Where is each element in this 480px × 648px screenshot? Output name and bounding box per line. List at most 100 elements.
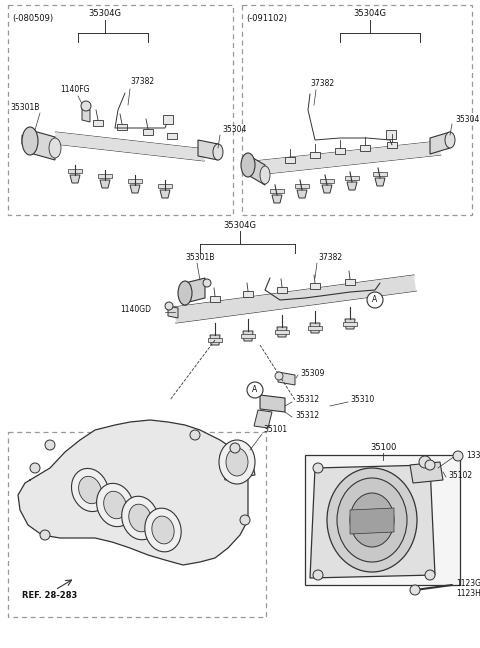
Polygon shape	[272, 195, 282, 203]
Polygon shape	[18, 420, 248, 565]
Circle shape	[247, 382, 263, 398]
Bar	[8, 432, 266, 617]
Polygon shape	[310, 283, 320, 289]
Polygon shape	[345, 176, 359, 180]
Circle shape	[453, 451, 463, 461]
Text: 37382: 37382	[310, 80, 334, 89]
Text: 35304G: 35304G	[353, 10, 386, 19]
Ellipse shape	[350, 493, 394, 547]
Text: 35304G: 35304G	[88, 10, 121, 19]
Ellipse shape	[213, 144, 223, 160]
Ellipse shape	[219, 440, 255, 484]
Polygon shape	[297, 190, 307, 198]
Text: A: A	[372, 295, 378, 305]
Circle shape	[190, 430, 200, 440]
Text: 35304: 35304	[455, 115, 480, 124]
Text: 35312: 35312	[295, 410, 319, 419]
Polygon shape	[360, 145, 370, 151]
Text: 1123GY: 1123GY	[456, 579, 480, 588]
Ellipse shape	[22, 127, 38, 155]
Polygon shape	[260, 395, 285, 412]
Circle shape	[425, 460, 435, 470]
Polygon shape	[54, 132, 205, 161]
Polygon shape	[143, 129, 153, 135]
Circle shape	[410, 585, 420, 595]
Polygon shape	[68, 169, 82, 173]
Polygon shape	[82, 108, 90, 122]
Text: 35301B: 35301B	[185, 253, 215, 262]
Polygon shape	[322, 185, 332, 193]
Circle shape	[313, 570, 323, 580]
Circle shape	[40, 530, 50, 540]
Ellipse shape	[241, 153, 255, 177]
Polygon shape	[185, 278, 205, 303]
Polygon shape	[163, 115, 173, 124]
Bar	[305, 455, 460, 585]
Polygon shape	[347, 182, 357, 190]
Polygon shape	[275, 330, 289, 334]
Text: 35301B: 35301B	[10, 104, 39, 113]
Polygon shape	[160, 190, 170, 198]
Ellipse shape	[104, 491, 126, 519]
Circle shape	[165, 302, 173, 310]
Circle shape	[30, 463, 40, 473]
Circle shape	[367, 292, 383, 308]
Polygon shape	[278, 372, 295, 385]
Polygon shape	[30, 130, 55, 160]
Polygon shape	[210, 296, 220, 302]
Ellipse shape	[178, 281, 192, 305]
Polygon shape	[277, 327, 287, 337]
Polygon shape	[98, 174, 112, 178]
Text: 35101: 35101	[263, 426, 287, 435]
Polygon shape	[373, 172, 387, 176]
Text: 1339GA: 1339GA	[466, 452, 480, 461]
Ellipse shape	[445, 132, 455, 148]
Ellipse shape	[337, 478, 407, 562]
Polygon shape	[375, 178, 385, 186]
Polygon shape	[243, 291, 253, 297]
Polygon shape	[248, 155, 265, 185]
Polygon shape	[158, 184, 172, 188]
Ellipse shape	[260, 166, 270, 184]
Polygon shape	[254, 141, 441, 175]
Polygon shape	[174, 275, 416, 323]
Polygon shape	[295, 184, 309, 188]
Polygon shape	[386, 130, 396, 139]
Text: 35309: 35309	[300, 369, 324, 378]
Polygon shape	[310, 465, 435, 578]
Bar	[8, 5, 233, 215]
Circle shape	[81, 101, 91, 111]
Polygon shape	[198, 140, 218, 160]
Polygon shape	[93, 120, 103, 126]
Circle shape	[425, 570, 435, 580]
Circle shape	[419, 456, 431, 468]
Circle shape	[45, 440, 55, 450]
Polygon shape	[254, 410, 272, 428]
Polygon shape	[130, 185, 140, 193]
Circle shape	[275, 372, 283, 380]
Bar	[242, 5, 472, 215]
Ellipse shape	[79, 476, 101, 503]
Polygon shape	[22, 135, 30, 146]
Polygon shape	[241, 334, 255, 338]
Circle shape	[313, 463, 323, 473]
Ellipse shape	[49, 138, 61, 158]
Polygon shape	[343, 322, 357, 326]
Circle shape	[203, 279, 211, 287]
Circle shape	[240, 515, 250, 525]
Ellipse shape	[122, 496, 158, 540]
Ellipse shape	[226, 448, 248, 476]
Polygon shape	[320, 179, 334, 183]
Text: 37382: 37382	[318, 253, 342, 262]
Text: 35304G: 35304G	[224, 220, 256, 229]
Polygon shape	[210, 335, 220, 345]
Polygon shape	[430, 132, 450, 154]
Text: 35304: 35304	[222, 126, 246, 135]
Text: 37382: 37382	[130, 78, 154, 86]
Ellipse shape	[145, 508, 181, 552]
Polygon shape	[168, 306, 178, 318]
Ellipse shape	[96, 483, 133, 527]
Text: REF. 28-283: REF. 28-283	[22, 590, 77, 599]
Polygon shape	[117, 124, 127, 130]
Polygon shape	[100, 180, 110, 188]
